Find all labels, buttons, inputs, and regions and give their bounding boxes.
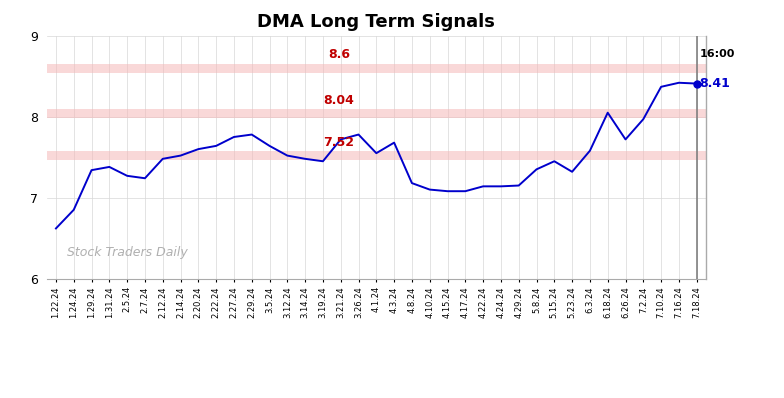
Bar (47, 109, 706, 118)
Text: 7.52: 7.52 (324, 136, 354, 149)
Bar (47, 64, 706, 73)
Text: 8.41: 8.41 (699, 77, 730, 90)
Text: 8.04: 8.04 (324, 94, 354, 107)
Text: 16:00: 16:00 (699, 49, 735, 59)
Text: Stock Traders Daily: Stock Traders Daily (67, 246, 187, 259)
Text: 8.6: 8.6 (328, 48, 350, 61)
Title: DMA Long Term Signals: DMA Long Term Signals (257, 14, 495, 31)
Bar (47, 151, 706, 160)
